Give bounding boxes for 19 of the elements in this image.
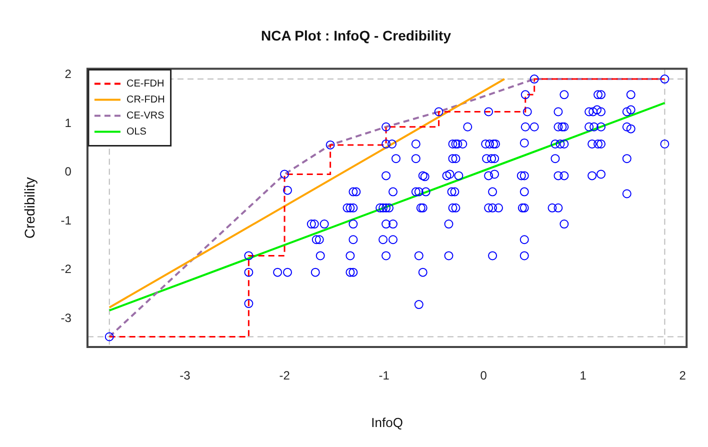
x-tick-label: 2 [679, 368, 686, 383]
legend-label: CE-FDH [126, 78, 164, 90]
y-tick-label: -2 [60, 262, 72, 276]
x-tick-label: -2 [279, 368, 290, 383]
y-axis-title: Credibility [21, 177, 38, 239]
x-tick-label: -1 [378, 368, 390, 383]
y-tick-label: -1 [60, 213, 72, 228]
chart-title: NCA Plot : InfoQ - Credibility [260, 27, 452, 44]
legend-label: OLS [126, 126, 147, 138]
x-tick-label: -3 [180, 368, 191, 383]
y-tick-label: 1 [64, 116, 72, 130]
y-tick-label: 0 [64, 164, 72, 179]
x-tick-label: 0 [480, 368, 488, 383]
legend-label: CE-VRS [126, 110, 165, 122]
y-tick-label: -3 [60, 311, 72, 326]
x-axis-title: InfoQ [371, 414, 403, 430]
y-tick-label: 2 [64, 66, 72, 81]
legend-label: CR-FDH [126, 94, 165, 106]
x-tick-label: 1 [580, 368, 587, 383]
